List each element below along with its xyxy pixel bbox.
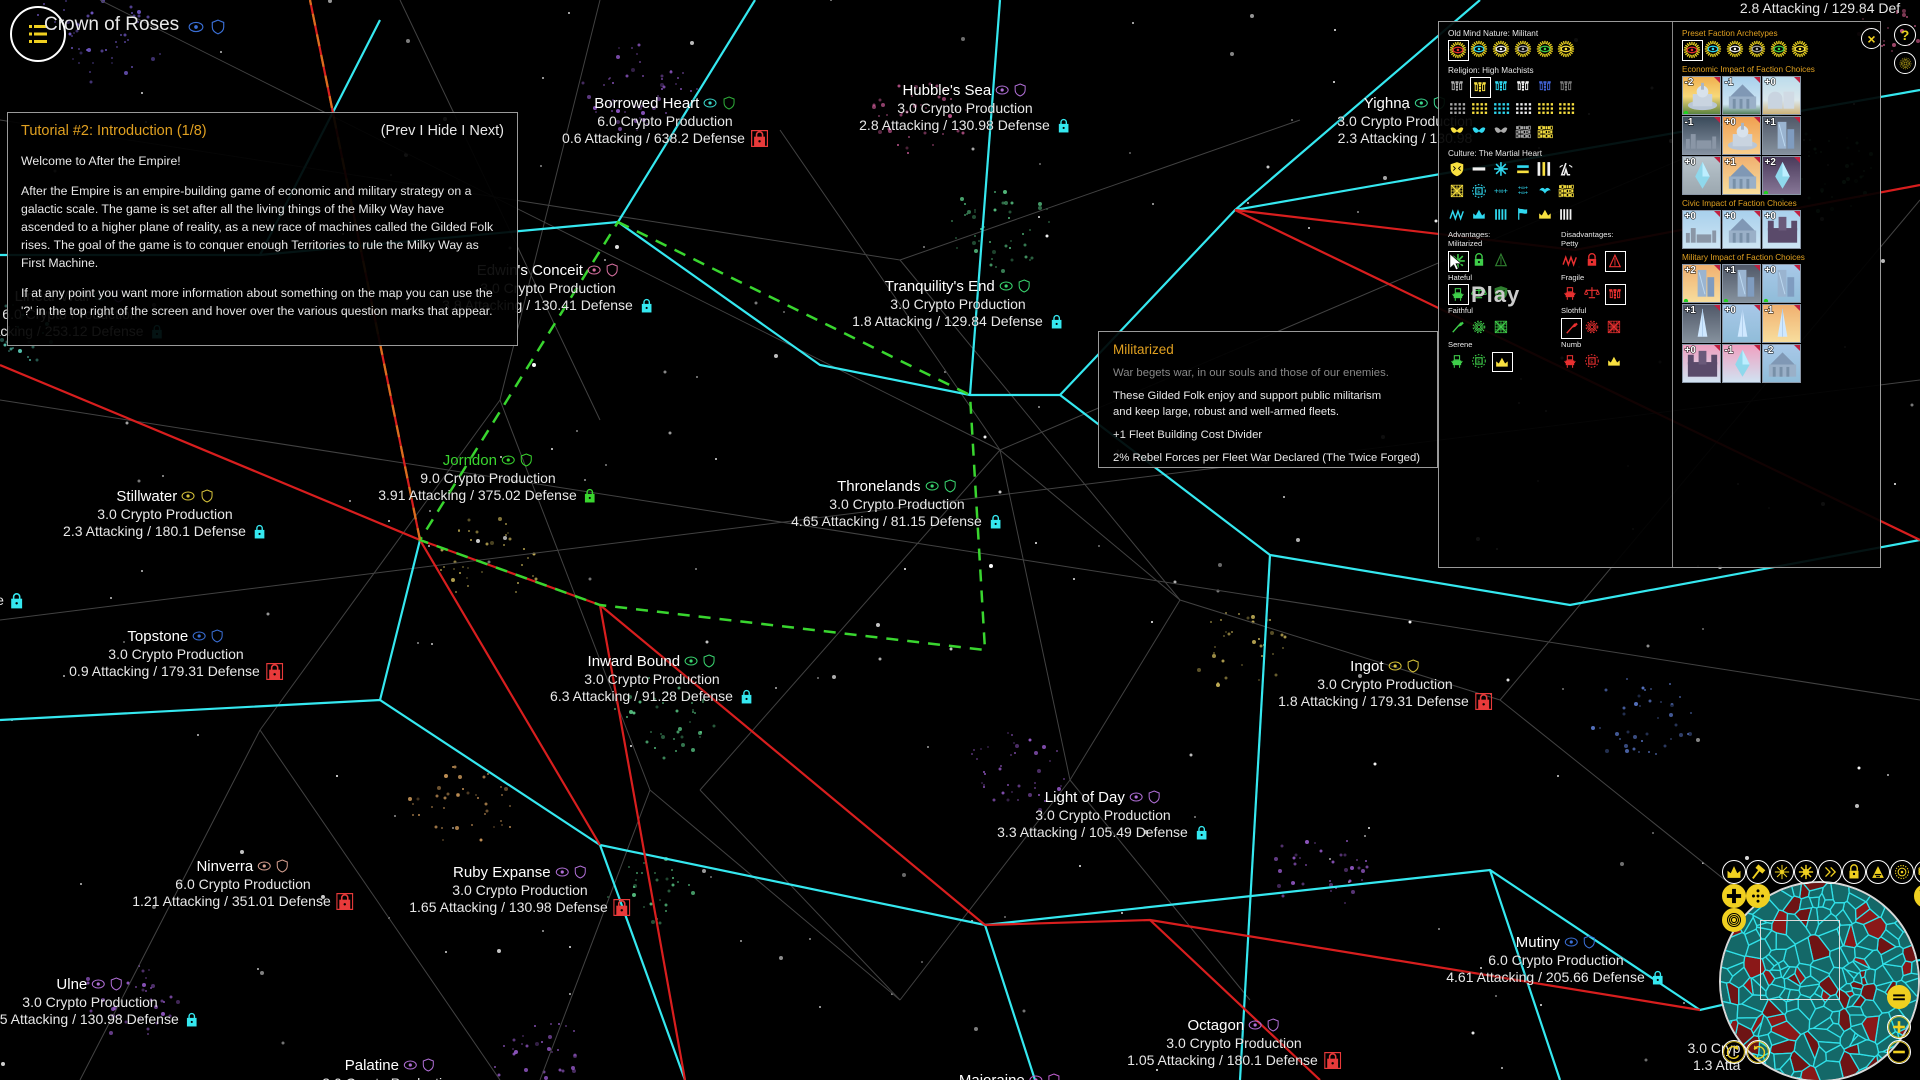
svg-text:E: E [1590,359,1593,365]
svg-text:E: E [1477,359,1480,365]
svg-text:E: E [1477,190,1480,196]
svg-text:+∞+: +∞+ [1494,188,1508,197]
svg-text:+∞+: +∞+ [1517,190,1528,197]
